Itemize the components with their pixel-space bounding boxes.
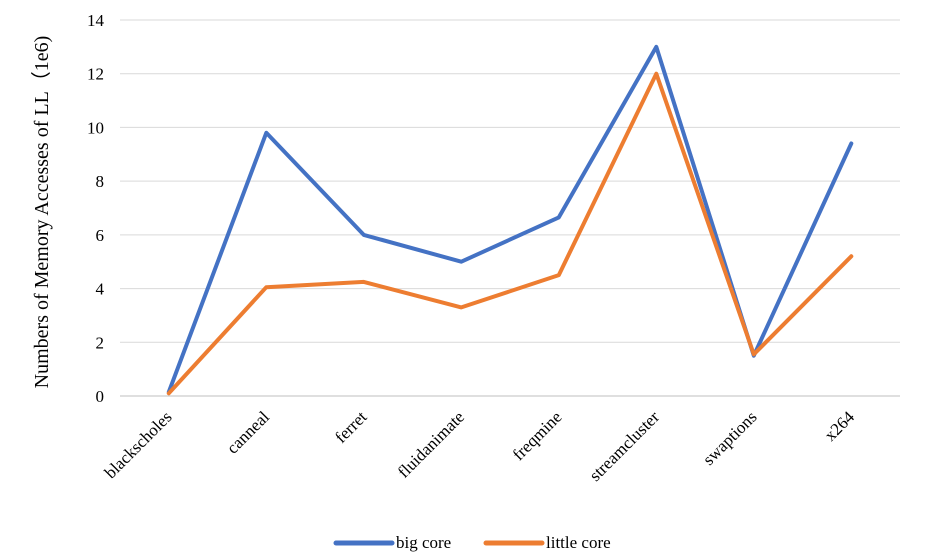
y-tick-label: 4 <box>96 280 105 299</box>
y-tick-label: 12 <box>87 65 104 84</box>
legend-label: big core <box>396 533 451 552</box>
y-tick-label: 0 <box>96 387 105 406</box>
data-point <box>849 254 853 258</box>
data-point <box>752 352 756 356</box>
y-tick-labels: 0 2 4 6 8 10 12 14 <box>87 11 105 406</box>
data-point <box>362 280 366 284</box>
data-point <box>362 233 366 237</box>
x-tick-label: canneal <box>223 407 273 457</box>
y-tick-label: 8 <box>96 172 105 191</box>
x-tick-label: blackscholes <box>101 407 176 482</box>
y-tick-label: 2 <box>96 333 105 352</box>
legend: big core little core <box>333 533 611 552</box>
series-line-little-core <box>166 71 854 396</box>
y-tick-label: 14 <box>87 11 105 30</box>
legend-label: little core <box>546 533 611 552</box>
y-tick-label: 10 <box>87 118 104 137</box>
x-tick-label: fluidanimate <box>394 407 468 481</box>
x-tick-label: streamcluster <box>586 407 664 485</box>
data-point <box>264 285 268 289</box>
y-axis-title: Numbers of Memory Accesses of LL（1e6) <box>30 36 53 389</box>
x-tick-label: x264 <box>821 407 859 445</box>
y-tick-label: 6 <box>96 226 105 245</box>
x-tick-label: freqmine <box>509 407 566 464</box>
data-point <box>849 142 853 146</box>
data-point <box>557 273 561 277</box>
data-point <box>167 391 171 395</box>
x-tick-label: ferret <box>331 407 371 447</box>
x-tick-labels: blackscholes canneal ferret fluidanimate fre… <box>101 407 859 485</box>
data-point <box>654 45 658 49</box>
x-tick-label: swaptions <box>699 407 761 469</box>
data-point <box>557 215 561 219</box>
data-point <box>459 260 463 264</box>
series-lines <box>166 44 854 396</box>
data-point <box>459 305 463 309</box>
data-point <box>264 131 268 135</box>
data-point <box>654 72 658 76</box>
